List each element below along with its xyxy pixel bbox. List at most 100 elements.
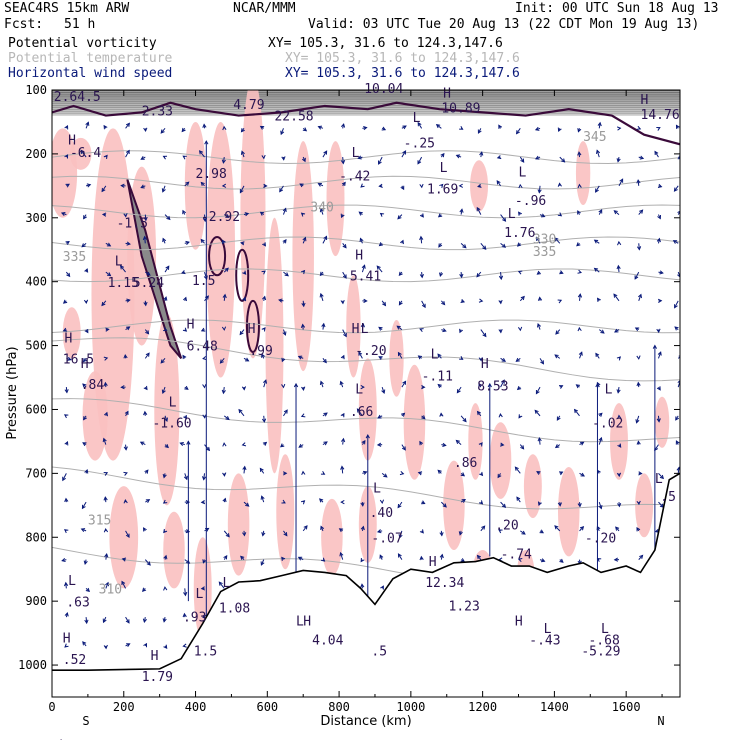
- wind-vector: [240, 555, 245, 560]
- wind-vector: [340, 123, 346, 129]
- wind-vector-head: [125, 122, 130, 127]
- wind-vector: [139, 441, 146, 446]
- wind-vector: [557, 299, 563, 304]
- wind-vector: [261, 353, 265, 359]
- wind-vector-head: [301, 470, 306, 476]
- wind-vector: [535, 386, 541, 395]
- wind-vector-head: [106, 272, 112, 277]
- wind-vector-head: [613, 210, 618, 215]
- wind-vector-head: [182, 209, 187, 215]
- wind-vector-head: [376, 442, 382, 447]
- wind-vector-head: [319, 380, 324, 386]
- wind-vector-head: [262, 441, 268, 446]
- wind-vector-head: [576, 242, 581, 247]
- wind-vector-shaft: [634, 271, 640, 280]
- wind-vector-head: [555, 330, 560, 335]
- wind-vector: [360, 322, 365, 330]
- wind-vector-shaft: [199, 150, 205, 158]
- wind-vector: [379, 499, 385, 504]
- wind-vector-head: [498, 413, 503, 418]
- pv-shading-region: [575, 141, 591, 206]
- wind-vector-head: [614, 328, 619, 333]
- wind-vector-head: [321, 322, 326, 328]
- theta-contour: [52, 268, 680, 283]
- pv-shading-region: [292, 141, 314, 372]
- wind-vector: [200, 238, 205, 244]
- wind-vector: [278, 298, 284, 303]
- wind-vector-head: [263, 379, 268, 384]
- y-tick-label: 700: [25, 466, 47, 480]
- pv-extremum-label: H: [443, 87, 451, 102]
- wind-vector-head: [400, 185, 405, 191]
- y-tick-label: 1000: [18, 658, 47, 672]
- wind-vector: [125, 298, 131, 303]
- wind-vector-head: [361, 439, 366, 445]
- wind-vector: [297, 355, 304, 360]
- wind-vector: [300, 212, 306, 217]
- wind-vector-head: [456, 389, 461, 394]
- wind-vector: [261, 270, 266, 275]
- wind-vector: [573, 408, 580, 417]
- wind-vector: [239, 185, 245, 194]
- wind-vector-shaft: [101, 185, 107, 192]
- wind-vector: [421, 500, 426, 505]
- pv-shading-region: [346, 275, 361, 378]
- wind-vector-head: [461, 499, 467, 503]
- wind-vector: [103, 644, 108, 650]
- wind-vector: [64, 497, 69, 503]
- pv-extremum-label: .63: [66, 595, 89, 610]
- wind-vector-shaft: [598, 437, 602, 445]
- wind-vector-shaft: [460, 415, 467, 422]
- wind-vector-head: [64, 643, 69, 648]
- wind-vector: [421, 415, 426, 420]
- wind-vector: [65, 183, 70, 188]
- wind-vector-head: [477, 129, 482, 134]
- wind-vector-head: [262, 295, 267, 301]
- wind-vector-head: [64, 611, 69, 617]
- wind-vector: [598, 209, 603, 215]
- wind-vector: [260, 495, 265, 503]
- wind-vector-head: [577, 326, 582, 332]
- wind-vector-head: [380, 585, 384, 590]
- wind-vector-head: [419, 555, 424, 561]
- wind-vector-head: [677, 274, 680, 278]
- wind-vector: [200, 181, 205, 187]
- wind-vector: [417, 156, 423, 165]
- wind-vector: [498, 299, 503, 305]
- wind-vector-head: [557, 299, 563, 304]
- wind-vector: [517, 326, 523, 332]
- wind-vector-head: [280, 130, 285, 136]
- wind-vector: [476, 271, 482, 278]
- wind-vector: [360, 502, 365, 507]
- wind-vector: [121, 580, 127, 589]
- wind-vector: [360, 183, 365, 188]
- wind-vector-head: [81, 243, 86, 248]
- wind-vector-head: [201, 476, 207, 481]
- wind-vector-head: [537, 323, 541, 328]
- wind-vector: [238, 408, 245, 417]
- wind-vector: [554, 354, 561, 359]
- wind-vector-head: [487, 382, 492, 388]
- wind-vector-head: [536, 270, 541, 275]
- field-name-pv: Potential vorticity: [8, 36, 157, 51]
- pv-extremum-label: -.20: [585, 531, 616, 546]
- wind-vector-head: [340, 354, 345, 360]
- wind-vector-head: [596, 297, 601, 302]
- wind-vector-shaft: [658, 473, 664, 479]
- wind-vector-head: [103, 381, 108, 387]
- wind-vector-head: [319, 498, 324, 503]
- pv-extremum-label: H: [303, 614, 311, 629]
- wind-vector: [240, 128, 245, 133]
- wind-vector: [341, 437, 346, 445]
- wind-vector-head: [476, 206, 481, 212]
- wind-vector-head: [657, 298, 663, 303]
- wind-vector: [280, 443, 285, 448]
- wind-vector: [341, 181, 346, 187]
- wind-vector-head: [104, 552, 109, 558]
- wind-vector-head: [219, 359, 224, 364]
- pv-extremum-label: L: [605, 383, 613, 398]
- y-tick-label: 600: [25, 402, 47, 416]
- wind-vector-head: [417, 471, 423, 476]
- wind-vector-head: [360, 384, 365, 390]
- wind-vector: [554, 237, 561, 244]
